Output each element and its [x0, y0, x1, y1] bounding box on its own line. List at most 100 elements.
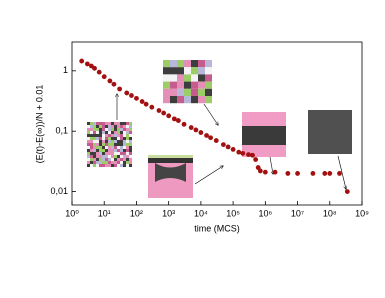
pixel: [102, 155, 105, 158]
pixel: [96, 131, 99, 134]
domain: [191, 67, 198, 75]
pixel: [87, 161, 90, 164]
pixel: [96, 164, 99, 167]
pixel: [102, 131, 105, 134]
x-tick-label: 10⁶: [258, 208, 272, 218]
pixel: [90, 122, 93, 125]
pixel: [90, 161, 93, 164]
pixel: [123, 149, 126, 152]
pixel: [120, 155, 123, 158]
data-point: [171, 116, 177, 122]
pixel: [99, 122, 102, 125]
pixel: [93, 164, 96, 167]
pixel: [120, 128, 123, 131]
data-point: [310, 171, 316, 176]
pixel: [96, 158, 99, 161]
pixel: [129, 143, 132, 146]
pixel: [126, 134, 129, 137]
data-point: [322, 171, 328, 176]
pixel: [93, 125, 96, 128]
pixel: [99, 155, 102, 158]
pixel: [129, 152, 132, 155]
data-point: [134, 95, 139, 101]
pixel: [93, 134, 96, 137]
pixel: [117, 161, 120, 164]
data-point: [161, 110, 167, 116]
pixel: [129, 134, 132, 137]
pixel: [111, 137, 114, 140]
pixel: [105, 125, 108, 128]
pixel: [96, 128, 99, 131]
pixel: [108, 131, 111, 134]
data-point: [236, 149, 242, 155]
pixel: [90, 155, 93, 158]
domain: [198, 88, 205, 96]
data-point: [337, 171, 342, 176]
domain: [198, 96, 205, 104]
inset-pink-black: [148, 155, 193, 198]
pixel: [96, 149, 99, 152]
domain: [191, 60, 198, 68]
pixel: [102, 152, 105, 155]
pixel: [87, 125, 90, 128]
pixel: [123, 155, 126, 158]
pixel: [96, 137, 99, 140]
domain: [184, 67, 191, 75]
pixel: [90, 140, 93, 143]
pixel: [108, 128, 111, 131]
pixel: [105, 143, 108, 146]
pixel: [93, 152, 96, 155]
pixel: [129, 131, 132, 134]
pixel: [108, 143, 111, 146]
pixel: [93, 155, 96, 158]
pixel: [87, 128, 90, 131]
pixel: [102, 143, 105, 146]
pixel: [93, 122, 96, 125]
data-point: [208, 135, 213, 141]
pixel: [90, 143, 93, 146]
pixel: [129, 155, 132, 158]
pixel: [102, 161, 105, 164]
pixel: [117, 164, 120, 167]
pixel: [129, 161, 132, 164]
data-point: [272, 169, 278, 175]
domain: [163, 67, 170, 75]
pixel: [93, 140, 96, 143]
pixel: [120, 143, 123, 146]
pixel: [102, 149, 105, 152]
pixel: [87, 140, 90, 143]
domain: [205, 81, 212, 89]
pixel: [99, 146, 102, 149]
x-tick-label: 10³: [162, 208, 175, 218]
pixel: [108, 155, 111, 158]
x-tick-label: 10²: [130, 208, 143, 218]
pixel: [93, 149, 96, 152]
pixel: [96, 152, 99, 155]
pixel: [114, 146, 117, 149]
domain: [191, 74, 198, 82]
data-point: [295, 171, 300, 176]
pixel: [87, 146, 90, 149]
x-tick-label: 10⁷: [291, 208, 304, 218]
pixel: [87, 137, 90, 140]
pixel: [111, 140, 114, 143]
pixel: [108, 122, 111, 125]
pixel: [114, 152, 117, 155]
pixel: [129, 128, 132, 131]
pixel: [105, 128, 108, 131]
data-point: [129, 93, 134, 98]
pixel: [126, 131, 129, 134]
domain: [191, 88, 198, 96]
pixel: [114, 137, 117, 140]
data-point: [285, 171, 291, 176]
pixel: [120, 158, 123, 161]
x-tick-label: 10⁵: [226, 208, 240, 218]
pixel: [117, 140, 120, 143]
pixel: [99, 128, 102, 131]
pixel: [108, 146, 111, 149]
pixel: [123, 140, 126, 143]
pixel: [120, 152, 123, 155]
data-point: [156, 108, 162, 113]
data-point: [79, 58, 85, 64]
